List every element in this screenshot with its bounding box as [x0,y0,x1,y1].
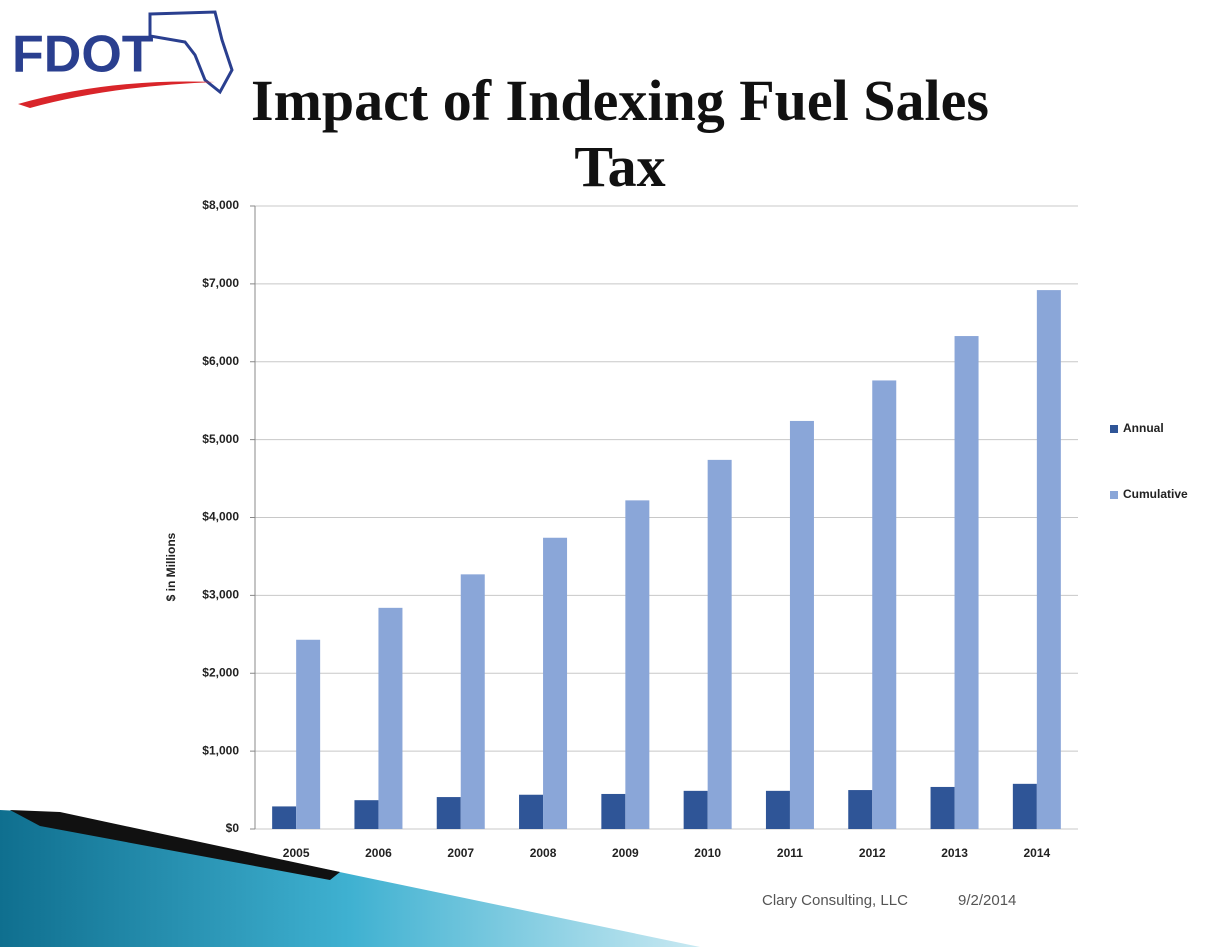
x-tick-label: 2011 [777,846,803,860]
y-tick-label: $7,000 [202,276,239,290]
swoosh-shadow [10,810,340,880]
bar [930,786,955,829]
logo-swoosh [18,81,215,108]
legend-swatch [1110,425,1118,433]
y-tick-label: $0 [226,821,240,835]
bar [954,336,979,829]
bar [872,380,897,829]
logo-outline [148,10,234,95]
logo: FDOT [12,26,154,84]
x-tick-label: 2014 [1023,846,1050,860]
x-tick-label: 2010 [694,846,721,860]
bar [460,574,485,829]
footer-date: 9/2/2014 [958,892,1016,909]
bar [683,790,708,829]
legend-label: Annual [1123,421,1164,435]
x-tick-label: 2013 [941,846,968,860]
legend-swatch [1110,491,1118,499]
y-tick-label: $4,000 [202,510,239,524]
bar [848,790,873,829]
y-tick-label: $6,000 [202,354,239,368]
bar [272,806,297,829]
x-tick-label: 2006 [365,846,392,860]
bar [543,537,568,829]
bar [1036,290,1061,830]
legend-label: Cumulative [1123,487,1188,501]
bar [789,420,814,829]
y-axis-label: $ in Millions [164,532,178,601]
footer-source: Clary Consulting, LLC [762,892,908,909]
y-tick-label: $2,000 [202,665,239,679]
bar [378,607,403,829]
bar [296,639,321,829]
x-tick-label: 2012 [859,846,886,860]
bar [519,794,544,829]
bar [1012,783,1037,829]
bar [354,800,379,829]
y-tick-label: $8,000 [202,198,239,212]
bar [765,790,790,829]
bar [625,500,650,829]
bar [707,459,732,829]
x-tick-label: 2005 [283,846,310,860]
x-tick-label: 2007 [447,846,474,860]
y-tick-label: $5,000 [202,432,239,446]
x-tick-label: 2008 [530,846,557,860]
chart-title: Impact of Indexing Fuel Sales Tax [251,68,989,199]
x-tick-label: 2009 [612,846,639,860]
y-tick-label: $1,000 [202,743,239,757]
y-tick-label: $3,000 [202,588,239,602]
bar [436,797,461,829]
bar [601,793,626,829]
